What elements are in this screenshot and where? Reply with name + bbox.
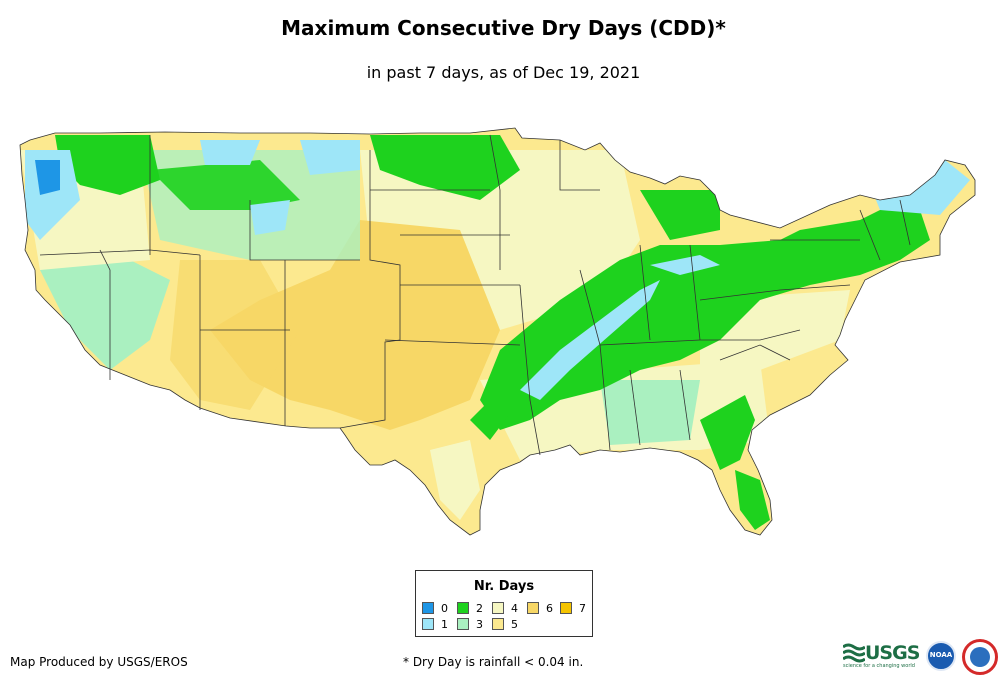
legend-label-5: 5 bbox=[511, 618, 518, 631]
legend-label-6: 6 bbox=[546, 602, 553, 615]
legend-swatch-4 bbox=[492, 602, 504, 614]
credit-text: Map Produced by USGS/EROS bbox=[10, 655, 188, 669]
footnote-text: * Dry Day is rainfall < 0.04 in. bbox=[403, 655, 584, 669]
legend-label-4: 4 bbox=[511, 602, 518, 615]
legend-label-1: 1 bbox=[441, 618, 448, 631]
legend-label-0: 0 bbox=[441, 602, 448, 615]
nws-emblem-icon bbox=[970, 647, 990, 667]
legend-label-7: 7 bbox=[579, 602, 586, 615]
noaa-wordmark: NOAA bbox=[929, 651, 953, 659]
map-title: Maximum Consecutive Dry Days (CDD)* bbox=[281, 16, 726, 40]
legend: Nr. Days 0 2 4 6 7 1 3 5 bbox=[415, 570, 593, 637]
usgs-wave-icon bbox=[843, 643, 865, 663]
legend-swatch-3 bbox=[457, 618, 469, 630]
nws-logo bbox=[962, 639, 998, 675]
legend-title: Nr. Days bbox=[473, 579, 535, 594]
legend-swatch-1 bbox=[422, 618, 434, 630]
legend-label-2: 2 bbox=[476, 602, 483, 615]
us-cdd-map bbox=[19, 127, 976, 536]
legend-swatch-5 bbox=[492, 618, 504, 630]
usgs-wordmark: USGS bbox=[865, 642, 920, 664]
legend-label-3: 3 bbox=[476, 618, 483, 631]
legend-swatch-2 bbox=[457, 602, 469, 614]
usgs-tagline: science for a changing world bbox=[843, 663, 915, 669]
legend-swatch-0 bbox=[422, 602, 434, 614]
legend-swatch-6 bbox=[527, 602, 539, 614]
map-subtitle: in past 7 days, as of Dec 19, 2021 bbox=[366, 63, 641, 82]
usgs-logo: USGS science for a changing world bbox=[843, 642, 920, 669]
noaa-logo: NOAA bbox=[926, 641, 956, 671]
legend-swatch-7 bbox=[560, 602, 572, 614]
